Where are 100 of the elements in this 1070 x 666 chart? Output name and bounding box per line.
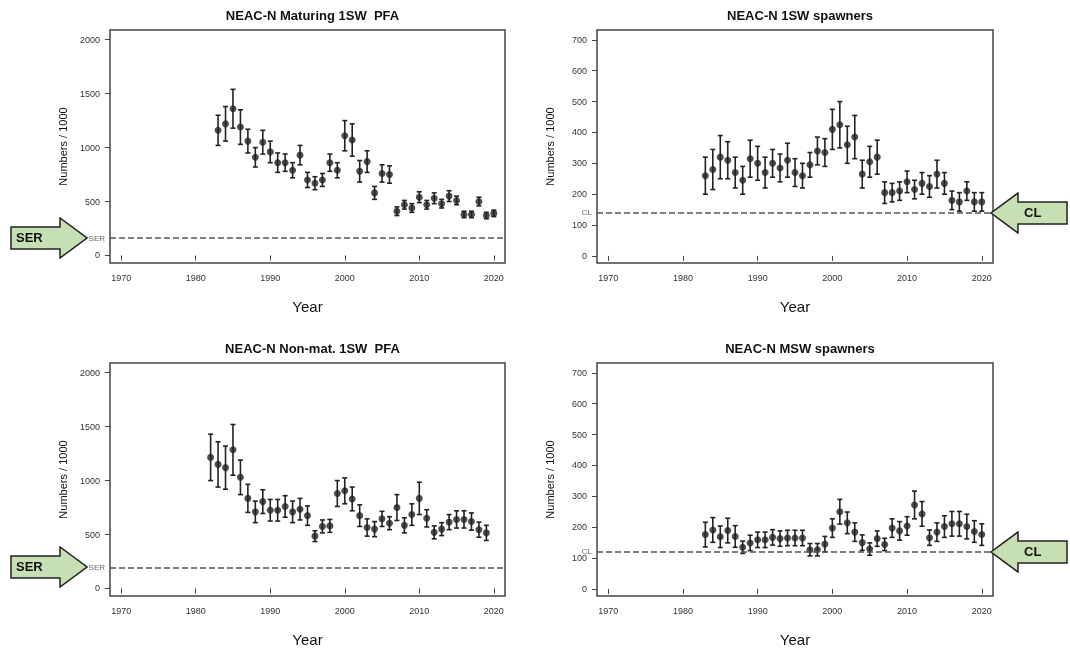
point (475, 526, 483, 534)
point (289, 508, 297, 516)
ref-line-label: SER (88, 233, 106, 243)
x-tick-label: 2010 (409, 272, 430, 283)
chart-title: NEAC-N Non-mat. 1SW PFA (225, 341, 401, 356)
point (739, 176, 747, 184)
y-tick-label: 400 (571, 127, 587, 138)
point (746, 155, 754, 163)
point (438, 525, 446, 533)
point (858, 170, 866, 178)
y-axis-title: Numbers / 1000 (543, 107, 556, 186)
point (716, 153, 724, 161)
y-tick-label: 2000 (79, 367, 100, 378)
x-tick-label: 1970 (111, 272, 132, 283)
point (791, 169, 799, 177)
point (926, 182, 933, 190)
y-axis-title: Numbers / 1000 (56, 107, 69, 186)
point (701, 172, 709, 180)
y-tick-label: 0 (94, 250, 100, 261)
point (970, 528, 978, 535)
point (821, 540, 829, 548)
point (281, 502, 289, 510)
y-tick-label: 500 (84, 196, 100, 207)
y-tick-label: 600 (571, 65, 587, 76)
x-axis-title: Year (779, 631, 811, 648)
x-tick-label: 1980 (185, 272, 206, 283)
point (356, 512, 364, 520)
x-axis-title: Year (779, 298, 811, 315)
point (214, 126, 222, 134)
y-tick-label: 300 (571, 158, 587, 169)
x-tick-label: 2020 (483, 272, 504, 283)
point (716, 533, 724, 541)
y-tick-label: 200 (571, 522, 587, 533)
chart-title: NEAC-N MSW spawners (725, 341, 875, 356)
x-tick-label: 1990 (747, 605, 768, 616)
y-tick-label: 1500 (79, 88, 100, 99)
point (858, 539, 866, 547)
x-tick-label: 1980 (672, 605, 693, 616)
y-tick-label: 700 (571, 34, 587, 45)
y-tick-label: 2000 (79, 34, 100, 45)
point (963, 187, 971, 195)
point (318, 176, 326, 184)
point (274, 506, 282, 514)
point (851, 528, 859, 536)
point (701, 531, 709, 539)
point (304, 176, 311, 184)
point (709, 526, 717, 534)
point (251, 153, 259, 161)
point (408, 511, 416, 519)
point (363, 158, 371, 166)
point (341, 132, 349, 140)
y-tick-label: 500 (571, 96, 587, 107)
point (918, 179, 926, 187)
point (460, 515, 468, 523)
point (739, 543, 747, 551)
point (776, 535, 784, 543)
y-tick-label: 100 (571, 553, 587, 564)
x-tick-label: 1990 (260, 605, 281, 616)
y-tick-label: 0 (581, 583, 587, 594)
point (769, 533, 777, 541)
point (222, 120, 230, 128)
text: SER (16, 230, 43, 246)
point (244, 494, 252, 502)
point (828, 524, 836, 532)
point (348, 495, 356, 503)
point (978, 531, 986, 539)
point (371, 525, 379, 533)
point (356, 167, 364, 175)
y-tick-label: 700 (571, 367, 587, 378)
point (888, 189, 896, 197)
x-tick-label: 2000 (822, 272, 843, 283)
y-tick-label: 0 (581, 250, 587, 261)
point (229, 446, 237, 454)
y-tick-label: 300 (571, 491, 587, 502)
point (229, 105, 237, 113)
point (731, 169, 739, 177)
point (970, 198, 978, 206)
x-tick-label: 2000 (334, 272, 355, 283)
x-tick-label: 1980 (672, 272, 693, 283)
point (821, 149, 829, 157)
point (851, 133, 859, 141)
point (378, 169, 386, 177)
y-tick-label: 1000 (79, 142, 100, 153)
x-tick-label: 1990 (747, 272, 768, 283)
point (866, 158, 874, 166)
point (214, 460, 222, 468)
x-tick-label: 1980 (185, 605, 206, 616)
point (251, 508, 259, 516)
point (266, 148, 274, 156)
point (754, 536, 762, 544)
x-tick-label: 2010 (897, 272, 918, 283)
point (709, 165, 717, 173)
x-tick-label: 2010 (897, 605, 918, 616)
y-tick-label: 0 (94, 583, 100, 594)
chart-title: NEAC-N 1SW spawners (727, 8, 873, 23)
point (266, 506, 274, 514)
point (978, 198, 986, 206)
x-tick-label: 1970 (598, 605, 619, 616)
point (754, 159, 762, 167)
point (207, 453, 215, 461)
